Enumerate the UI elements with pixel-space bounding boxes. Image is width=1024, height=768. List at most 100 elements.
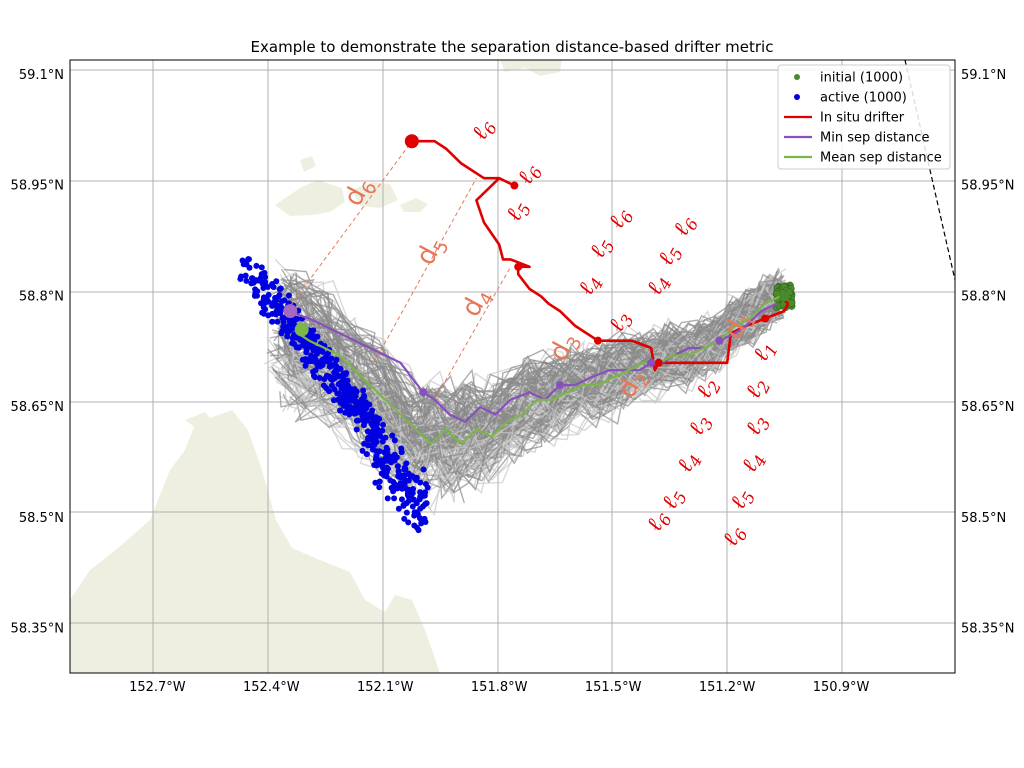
active-particle — [277, 285, 284, 292]
separation-line — [373, 177, 477, 364]
y-tick-label-left: 58.35°N — [11, 622, 64, 637]
legend-label: Mean sep distance — [820, 151, 942, 166]
active-particle — [264, 283, 271, 290]
series-points — [419, 181, 770, 397]
ensemble-trajectory — [272, 298, 781, 459]
x-tick-label: 151.2°W — [699, 680, 756, 695]
active-particle — [351, 406, 358, 413]
series-line-min-sep — [286, 302, 777, 423]
active-particle — [338, 394, 345, 401]
active-particle — [384, 495, 391, 502]
x-tick-label: 152.4°W — [243, 680, 300, 695]
y-tick-label-right: 58.8°N — [961, 289, 1006, 304]
series-line-in-situ — [408, 139, 790, 372]
active-particle — [344, 377, 351, 384]
active-particle — [269, 318, 276, 325]
boundary-dashed-line — [904, 60, 955, 281]
initial-particle — [787, 299, 796, 307]
active-particle — [422, 481, 429, 488]
land-island-north — [275, 180, 345, 216]
active-particle — [419, 517, 426, 524]
active-particle — [253, 262, 260, 269]
y-tick-label-right: 59.1°N — [961, 68, 1006, 83]
active-particle — [328, 355, 335, 362]
active-particle — [308, 352, 315, 359]
active-particle — [380, 421, 387, 428]
series-lines — [286, 139, 790, 446]
active-particle — [330, 397, 337, 404]
active-particle — [285, 292, 292, 299]
active-particle — [258, 264, 265, 271]
active-particle — [289, 340, 296, 347]
active-particle — [279, 315, 286, 322]
active-particle — [264, 297, 271, 304]
active-particle — [420, 466, 427, 473]
active-particle — [415, 527, 422, 534]
active-particle — [354, 399, 361, 406]
active-particle — [277, 310, 284, 317]
active-particle — [357, 408, 364, 415]
y-tick-label-left: 58.65°N — [11, 400, 64, 415]
active-particle — [363, 451, 370, 458]
active-particle — [369, 428, 376, 435]
active-particle — [315, 359, 322, 366]
active-particle — [359, 447, 366, 454]
active-particle — [410, 496, 417, 503]
active-particle — [352, 393, 359, 400]
active-particle — [362, 399, 369, 406]
active-particle — [262, 279, 269, 286]
active-particle — [399, 480, 406, 487]
x-tick-label: 150.9°W — [813, 680, 870, 695]
active-particle — [254, 288, 261, 295]
active-particle — [411, 475, 418, 482]
active-particle — [262, 306, 269, 313]
legend-label: Min sep distance — [820, 131, 929, 146]
min-sep-point — [419, 388, 428, 397]
drifter-start-marker — [779, 291, 790, 302]
ensemble-trajectory — [293, 278, 782, 437]
y-tick-label-left: 58.5°N — [19, 511, 64, 526]
active-particle — [361, 419, 368, 426]
active-particle — [347, 385, 354, 392]
active-particle — [391, 437, 398, 444]
active-particle — [376, 484, 383, 491]
active-particle — [389, 432, 396, 439]
active-particle — [274, 318, 281, 325]
active-particle — [394, 463, 401, 470]
active-particle — [278, 298, 285, 305]
y-tick-label-left: 59.1°N — [19, 68, 64, 83]
active-particle — [398, 496, 405, 503]
active-particle — [418, 493, 425, 500]
grid — [70, 60, 955, 673]
active-particle — [355, 417, 362, 424]
in-situ-point — [761, 314, 770, 323]
min-sep-point — [715, 336, 724, 345]
active-particle — [385, 456, 392, 463]
active-particle — [307, 358, 314, 365]
active-particle — [248, 280, 255, 287]
land-island-north-2 — [300, 156, 316, 172]
active-particle — [253, 277, 260, 284]
active-particle — [260, 284, 267, 291]
active-particle — [269, 281, 276, 288]
in-situ-point — [514, 262, 523, 271]
active-particle — [258, 271, 265, 278]
x-tick-label: 151.5°W — [585, 680, 642, 695]
active-particle — [403, 509, 410, 516]
active-particle — [321, 358, 328, 365]
x-tick-label: 152.1°W — [357, 680, 414, 695]
active-particle — [399, 485, 406, 492]
drifter-end-marker — [404, 134, 419, 149]
ensemble-trajectory — [287, 270, 778, 430]
x-tick-label: 152.7°W — [129, 680, 186, 695]
active-particle — [373, 419, 380, 426]
active-particle — [248, 275, 255, 282]
min-sep-end-marker — [283, 304, 298, 319]
active-particle — [401, 515, 408, 522]
active-particle — [405, 519, 412, 526]
active-particle — [369, 407, 376, 414]
active-particle — [379, 438, 386, 445]
active-particle — [316, 375, 323, 382]
active-particle — [246, 264, 253, 271]
active-particle — [340, 370, 347, 377]
